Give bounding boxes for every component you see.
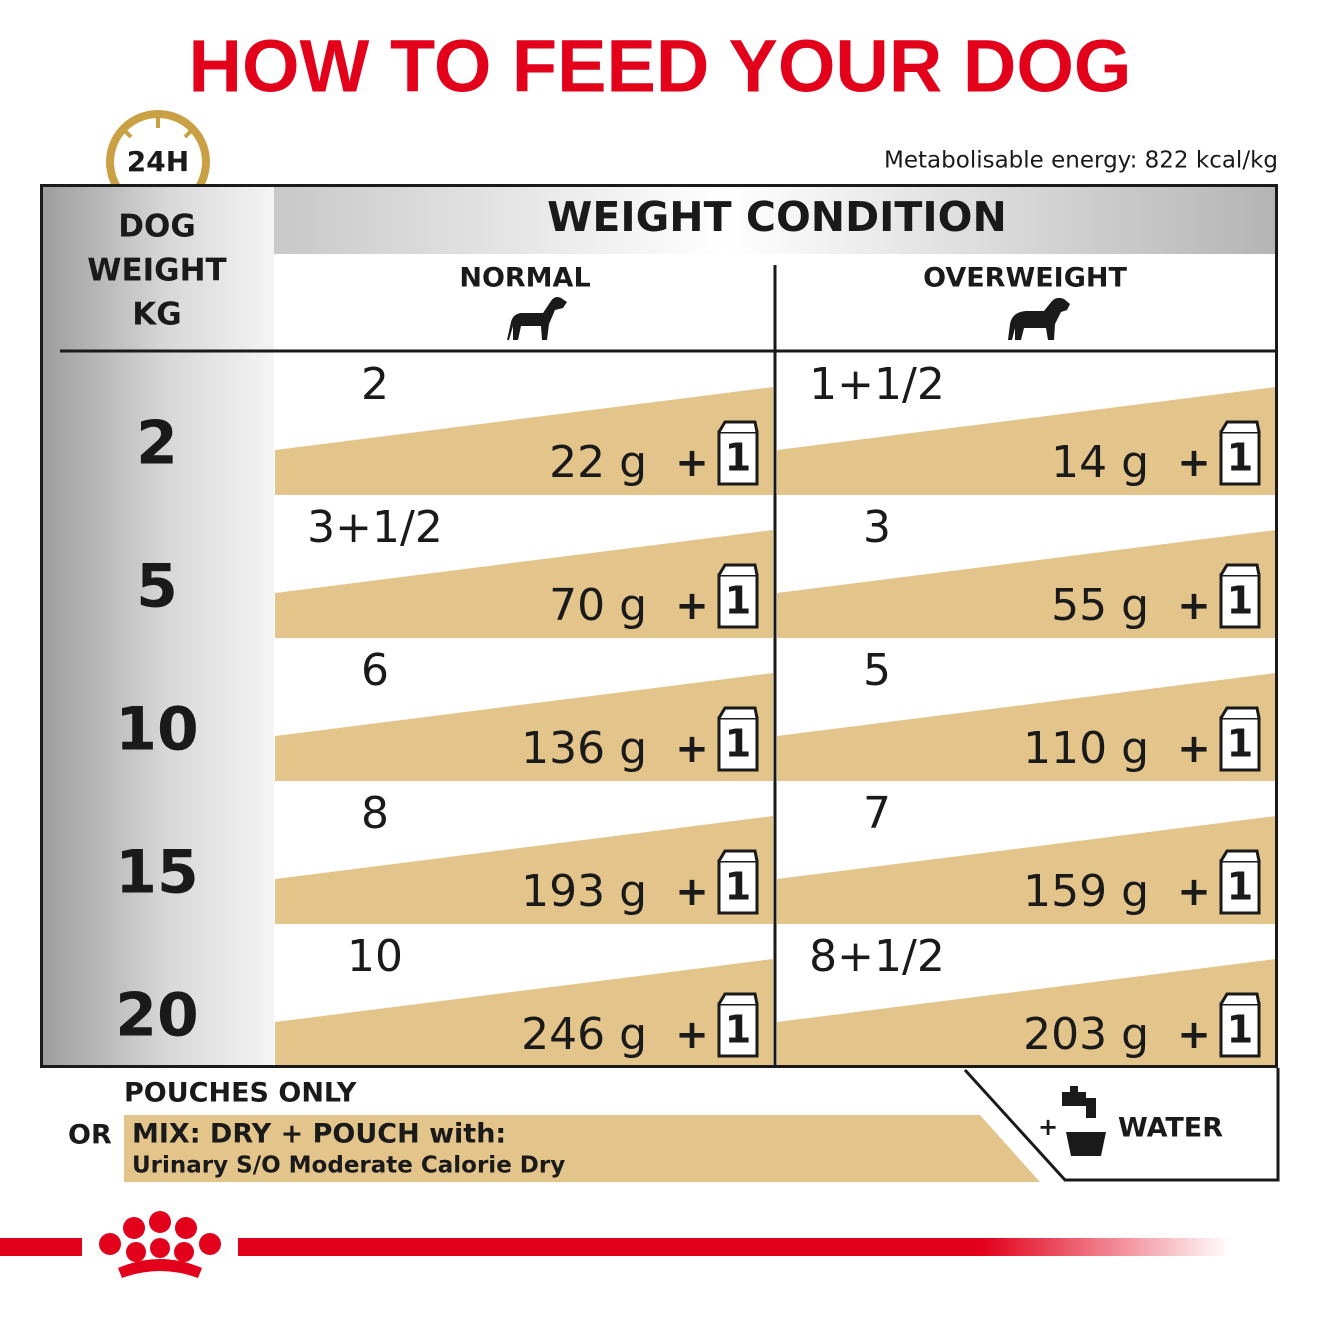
pouch-flap <box>717 420 759 433</box>
or-label: OR <box>68 1120 112 1151</box>
plus-sign: + <box>1177 583 1211 629</box>
pouch-count: 10 <box>347 931 403 982</box>
condition-header: WEIGHT CONDITION <box>547 193 1007 241</box>
dog-weight: 15 <box>115 838 199 908</box>
tan-band <box>777 959 1276 1067</box>
dog-weight: 20 <box>115 981 199 1051</box>
pouch-number: 1 <box>1227 1008 1253 1052</box>
pouch-count: 2 <box>361 359 389 410</box>
pouch-number: 1 <box>1227 436 1253 480</box>
plus-sign: + <box>1177 869 1211 915</box>
plus-sign: + <box>675 440 709 486</box>
tan-band <box>275 816 773 924</box>
dog-icon <box>1008 297 1070 340</box>
column-header: OVERWEIGHT <box>923 263 1127 294</box>
pouch-number: 1 <box>725 436 751 480</box>
pouch-count: 3+1/2 <box>307 502 443 553</box>
pouch-icon <box>717 430 759 486</box>
pouch-icon <box>1219 1002 1261 1058</box>
dog-icon <box>507 297 567 340</box>
pouch-flap <box>717 563 759 576</box>
plus-sign: + <box>675 726 709 772</box>
column-header: NORMAL <box>459 263 590 294</box>
plus-sign: + <box>1177 726 1211 772</box>
tan-band <box>777 673 1276 781</box>
table-lines <box>40 184 1278 1068</box>
plus-sign: + <box>675 1012 709 1058</box>
dry-amount: 136 g <box>521 723 647 774</box>
pouch-flap <box>717 992 759 1005</box>
mix-label: MIX: DRY + POUCH with: <box>132 1119 506 1150</box>
pouch-icon <box>717 716 759 772</box>
tan-band <box>777 387 1276 495</box>
pouch-number: 1 <box>725 722 751 766</box>
title: HOW TO FEED YOUR DOG <box>189 25 1132 108</box>
dry-amount: 70 g <box>549 580 647 631</box>
pouch-count: 8+1/2 <box>809 931 945 982</box>
brand-bar <box>0 1211 1230 1278</box>
pouch-flap <box>1219 849 1261 862</box>
pouch-flap <box>717 706 759 719</box>
dry-amount: 246 g <box>521 1009 647 1060</box>
water-plus: + <box>1038 1113 1058 1141</box>
dry-amount: 14 g <box>1051 437 1149 488</box>
pouch-count: 6 <box>361 645 389 696</box>
pouch-number: 1 <box>1227 722 1253 766</box>
tan-band <box>275 387 773 495</box>
plus-sign: + <box>1177 440 1211 486</box>
dry-amount: 159 g <box>1023 866 1149 917</box>
dog-weight: 10 <box>115 695 199 765</box>
pouch-flap <box>1219 563 1261 576</box>
dry-amount: 22 g <box>549 437 647 488</box>
pouch-icon <box>1219 859 1261 915</box>
product-label: Urinary S/O Moderate Calorie Dry <box>132 1153 565 1179</box>
pouch-flap <box>1219 992 1261 1005</box>
dry-amount: 203 g <box>1023 1009 1149 1060</box>
pouch-icon <box>717 573 759 629</box>
pouch-flap <box>717 849 759 862</box>
weight-header: WEIGHT <box>87 253 226 289</box>
tan-band <box>275 673 773 781</box>
pouch-number: 1 <box>725 865 751 909</box>
dry-amount: 193 g <box>521 866 647 917</box>
dry-amount: 55 g <box>1051 580 1149 631</box>
water-icon <box>1062 1086 1106 1156</box>
tan-band <box>777 816 1276 924</box>
pouch-count: 1+1/2 <box>809 359 945 410</box>
dog-weight: 2 <box>136 409 178 479</box>
weight-header: KG <box>132 297 181 333</box>
pouch-count: 3 <box>863 502 891 553</box>
plus-sign: + <box>1177 1012 1211 1058</box>
tan-band <box>275 959 773 1067</box>
pouch-count: 8 <box>361 788 389 839</box>
clock-label: 24H <box>127 145 189 178</box>
pouch-number: 1 <box>1227 865 1253 909</box>
pouch-count: 5 <box>863 645 891 696</box>
dog-weight: 5 <box>136 552 178 622</box>
pouch-number: 1 <box>725 579 751 623</box>
pouch-icon <box>1219 430 1261 486</box>
dry-amount: 110 g <box>1023 723 1149 774</box>
pouch-number: 1 <box>1227 579 1253 623</box>
pouch-flap <box>1219 420 1261 433</box>
water-label: WATER <box>1118 1113 1223 1144</box>
tan-band <box>777 530 1276 638</box>
pouch-count: 7 <box>863 788 891 839</box>
pouch-number: 1 <box>725 1008 751 1052</box>
energy-note: Metabolisable energy: 822 kcal/kg <box>884 148 1278 174</box>
footer <box>124 1068 1280 1182</box>
plus-sign: + <box>675 583 709 629</box>
weight-header: DOG <box>118 209 196 245</box>
pouch-flap <box>1219 706 1261 719</box>
pouches-only: POUCHES ONLY <box>124 1078 357 1109</box>
tan-band <box>275 530 773 638</box>
plus-sign: + <box>675 869 709 915</box>
